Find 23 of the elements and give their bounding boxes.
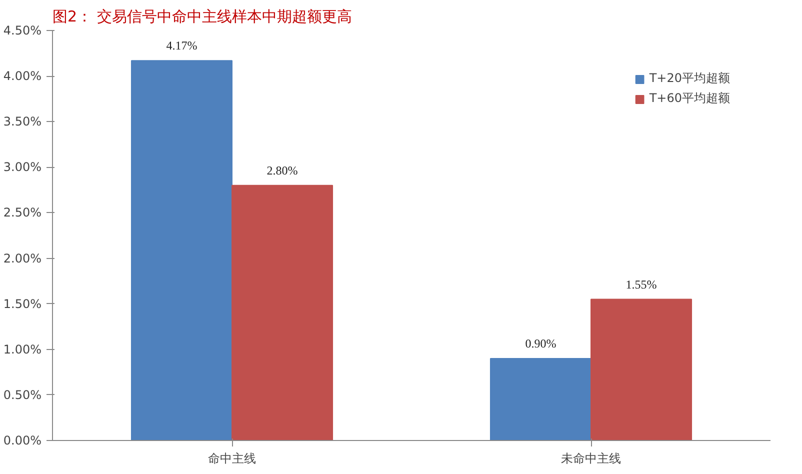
legend-label: T+60平均超额 bbox=[649, 90, 730, 107]
y-tick-label: 0.50% bbox=[3, 388, 42, 402]
y-tick-label: 0.00% bbox=[3, 434, 42, 448]
bar bbox=[130, 60, 232, 440]
data-label: 4.17% bbox=[166, 38, 198, 53]
data-label: 2.80% bbox=[266, 163, 298, 178]
bar bbox=[590, 298, 692, 440]
bar bbox=[490, 358, 592, 440]
y-tick-label: 4.00% bbox=[3, 69, 42, 84]
x-tick-label: 未命中主线 bbox=[561, 452, 621, 466]
x-tick-label: 命中主线 bbox=[208, 452, 256, 466]
data-label: 1.55% bbox=[626, 277, 657, 292]
y-tick-label: 1.50% bbox=[3, 296, 42, 311]
chart-title: 图2： 交易信号中命中主线样本中期超额更高 bbox=[52, 8, 352, 26]
bar bbox=[232, 184, 334, 440]
y-tick-label: 1.00% bbox=[3, 342, 42, 356]
data-label: 0.90% bbox=[525, 336, 556, 350]
y-tick-label: 2.00% bbox=[3, 251, 42, 266]
y-tick-label: 3.50% bbox=[3, 114, 42, 129]
y-tick-label: 3.00% bbox=[3, 160, 42, 174]
legend-label: T+20平均超额 bbox=[649, 70, 730, 87]
y-tick-label: 4.50% bbox=[3, 24, 42, 38]
y-tick-label: 2.50% bbox=[3, 206, 42, 220]
